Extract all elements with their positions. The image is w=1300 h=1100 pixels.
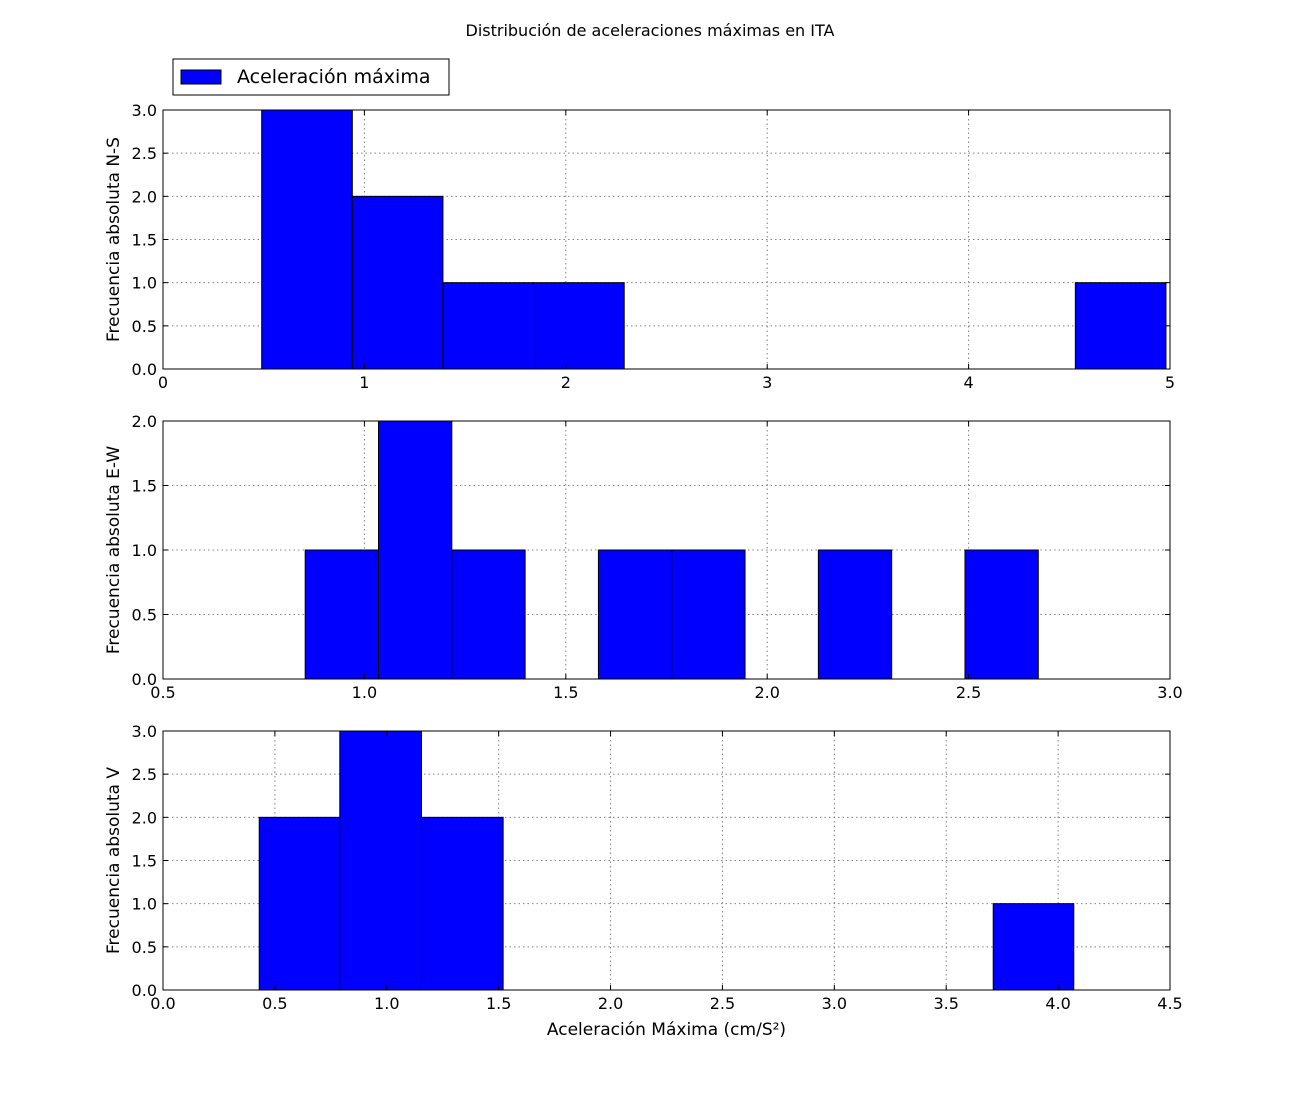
x-tick-label: 0.5 <box>262 994 287 1013</box>
y-tick-label: 2.5 <box>132 765 157 784</box>
histogram-bar <box>964 549 1039 680</box>
y-axis-label: Frecuencia absoluta E-W <box>104 446 124 654</box>
histogram-bar <box>258 816 341 991</box>
ticks: 0.0 0.5 1.0 1.5 2.0 2.5 3.0 3.5 4.0 4.5 0.0 0.5 1.0 1… <box>132 722 1183 1013</box>
histogram-bar <box>992 903 1075 991</box>
histogram-bar <box>261 109 353 370</box>
histogram-bar <box>1074 282 1167 370</box>
x-tick-label: 4.5 <box>1157 994 1182 1013</box>
bars <box>261 109 1167 370</box>
x-tick-label: 4.0 <box>1045 994 1070 1013</box>
x-tick-label: 0.5 <box>150 683 175 702</box>
x-tick-label: 0 <box>158 373 168 392</box>
y-tick-label: 1.0 <box>132 541 157 560</box>
x-tick-label: 3.5 <box>933 994 958 1013</box>
y-tick-label: 0.0 <box>132 981 157 1000</box>
y-tick-label: 1.5 <box>132 477 157 496</box>
x-tick-label: 1.5 <box>553 683 578 702</box>
x-tick-label: 2.0 <box>598 994 623 1013</box>
histogram-bar <box>533 282 625 370</box>
x-tick-label: 3.0 <box>822 994 847 1013</box>
x-tick-label: 4 <box>964 373 974 392</box>
histogram-bar <box>442 282 535 370</box>
subplot-ew: 0.5 1.0 1.5 2.0 2.5 3.00.00.51.01.52.0Frecuen… <box>104 412 1183 702</box>
y-tick-label: 1.0 <box>132 895 157 914</box>
x-tick-label: 1.0 <box>374 994 399 1013</box>
subplot-v: 0.0 0.5 1.0 1.5 2.0 2.5 3.0 3.5 4.0 4.5 0.0 0.5 1.0 1… <box>104 722 1183 1040</box>
y-tick-label: 3.0 <box>132 101 157 120</box>
y-tick-label: 0.5 <box>132 938 157 957</box>
histogram-bar <box>817 549 893 680</box>
y-tick-label: 3.0 <box>132 722 157 741</box>
histogram-bar <box>420 816 504 991</box>
ticks: 0 1 2 3 4 5 0.0 0.5 1.0 1.5 2.0 2.5 3.0 <box>132 101 1176 392</box>
y-tick-label: 1.5 <box>132 852 157 871</box>
legend: Aceleración máxima <box>172 58 450 96</box>
histogram-bar <box>671 549 746 680</box>
y-tick-label: 2.5 <box>132 144 157 163</box>
x-tick-label: 2.0 <box>754 683 779 702</box>
y-axis-label: Frecuencia absoluta V <box>104 767 124 954</box>
histogram-bar <box>339 730 422 991</box>
x-tick-label: 5 <box>1165 373 1175 392</box>
y-tick-label: 2.0 <box>132 808 157 827</box>
x-tick-label: 1.0 <box>352 683 377 702</box>
bars <box>304 420 1039 680</box>
x-tick-label: 0.0 <box>150 994 175 1013</box>
y-tick-label: 0.0 <box>132 360 157 379</box>
x-axis-label: Aceleración Máxima (cm/S²) <box>547 1020 786 1040</box>
y-axis-label: Frecuencia absoluta N-S <box>104 137 124 342</box>
x-tick-label: 2 <box>561 373 571 392</box>
ticks: 0.5 1.0 1.5 2.0 2.5 3.00.00.51.01.52.0 <box>132 412 1183 702</box>
y-tick-label: 0.5 <box>132 606 157 625</box>
legend-swatch <box>180 69 222 85</box>
x-tick-label: 2.5 <box>710 994 735 1013</box>
y-tick-label: 1.0 <box>132 274 157 293</box>
x-tick-label: 3.0 <box>1157 683 1182 702</box>
x-tick-label: 1 <box>359 373 369 392</box>
legend-label: Aceleración máxima <box>237 66 430 88</box>
y-tick-label: 0.5 <box>132 317 157 336</box>
histogram-bar <box>304 549 379 680</box>
subplot-ns: 0 1 2 3 4 5 0.0 0.5 1.0 1.5 2.0 2.5 3.0 Frecuencia ab… <box>104 101 1175 392</box>
x-tick-label: 1.5 <box>486 994 511 1013</box>
x-tick-label: 2.5 <box>956 683 981 702</box>
histogram-bar <box>351 195 444 370</box>
y-tick-label: 0.0 <box>132 670 157 689</box>
y-tick-label: 2.0 <box>132 187 157 206</box>
x-tick-label: 3 <box>762 373 772 392</box>
histogram-bar <box>597 549 673 680</box>
histogram-bar <box>377 420 453 680</box>
y-tick-label: 1.5 <box>132 231 157 250</box>
bars <box>258 730 1075 991</box>
y-tick-label: 2.0 <box>132 412 157 431</box>
figure-title: Distribución de aceleraciones máximas en… <box>466 21 835 40</box>
histogram-bar <box>451 549 526 680</box>
